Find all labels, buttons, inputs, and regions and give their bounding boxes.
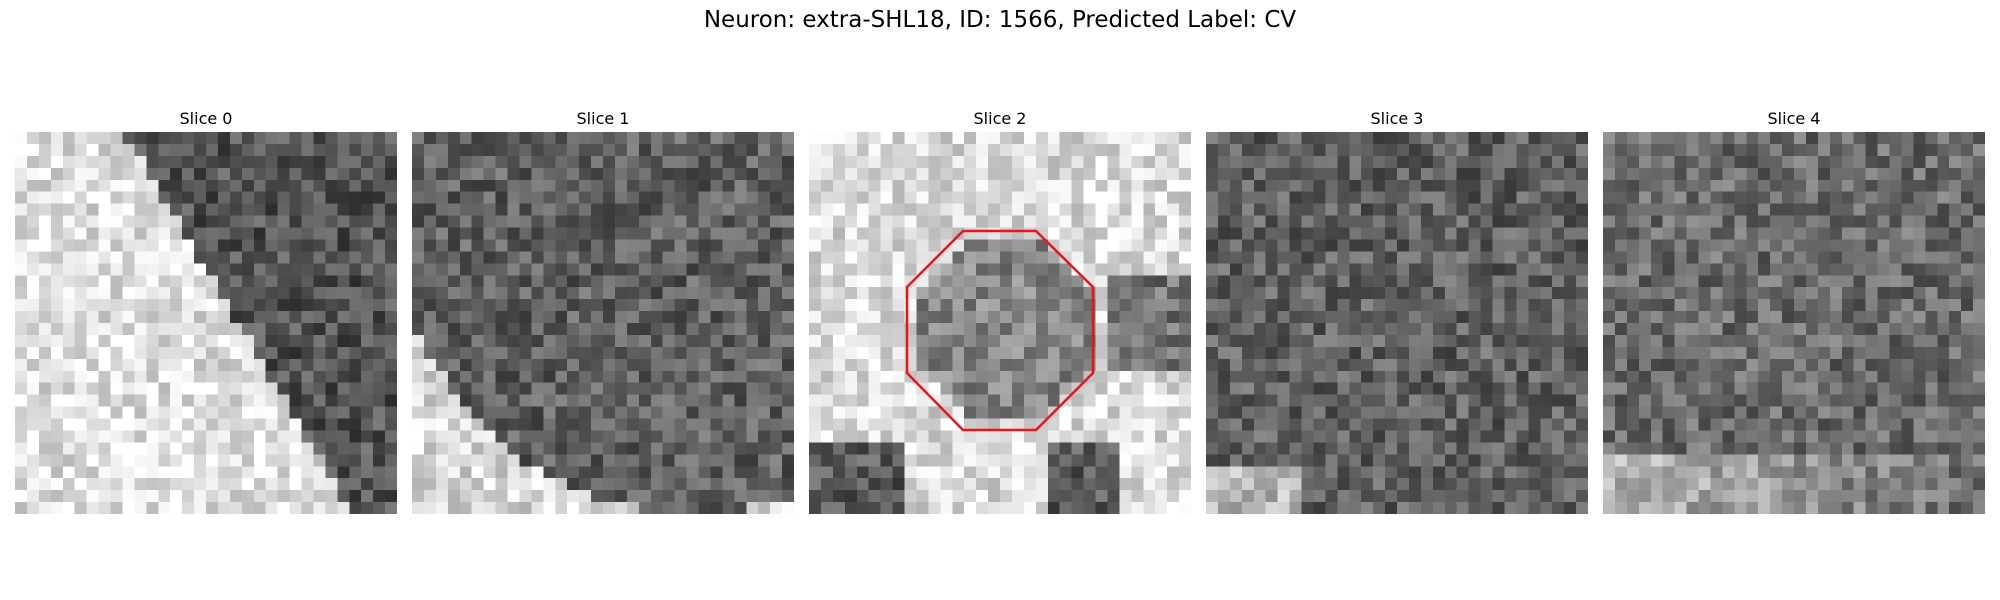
slice-image-0 xyxy=(15,132,397,514)
slice-image-1 xyxy=(412,132,794,514)
slice-title-2: Slice 2 xyxy=(973,109,1027,128)
slice-panel-3: Slice 3 xyxy=(1206,110,1588,514)
slice-image-2 xyxy=(809,132,1191,514)
slice-title-4: Slice 4 xyxy=(1767,109,1821,128)
slice-panel-4: Slice 4 xyxy=(1603,110,1985,514)
slice-title-0: Slice 0 xyxy=(179,109,233,128)
slice-image-3 xyxy=(1206,132,1588,514)
slice-title-3: Slice 3 xyxy=(1370,109,1424,128)
slice-panel-0: Slice 0 xyxy=(15,110,397,514)
figure-title: Neuron: extra-SHL18, ID: 1566, Predicted… xyxy=(703,7,1297,33)
slice-panel-1: Slice 1 xyxy=(412,110,794,514)
slice-panel-2: Slice 2 xyxy=(809,110,1191,514)
slice-title-1: Slice 1 xyxy=(576,109,630,128)
slice-image-4 xyxy=(1603,132,1985,514)
